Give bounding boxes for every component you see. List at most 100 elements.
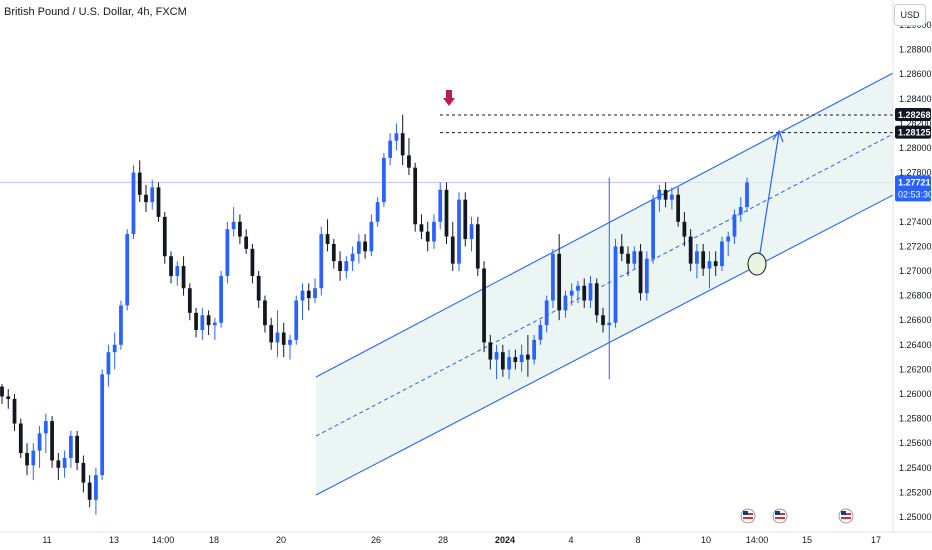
time-tick-label: 8 bbox=[635, 535, 640, 545]
candle bbox=[269, 317, 274, 350]
candle bbox=[720, 236, 724, 271]
candle bbox=[31, 443, 36, 481]
candle bbox=[613, 239, 618, 328]
us-flag-event-icon[interactable] bbox=[838, 508, 854, 524]
candle bbox=[563, 290, 568, 318]
candle bbox=[457, 192, 461, 271]
candle bbox=[119, 300, 123, 350]
candle bbox=[319, 226, 324, 296]
candle bbox=[669, 187, 674, 210]
price-axis[interactable]: 1.25000 1.25200 1.25400 1.25600 1.25800 1.260… bbox=[892, 0, 932, 532]
price-tick-label: 1.25800 bbox=[899, 414, 932, 424]
candle bbox=[75, 430, 80, 471]
candle bbox=[306, 283, 311, 311]
candle bbox=[238, 214, 242, 244]
candle bbox=[131, 165, 136, 240]
candle bbox=[338, 251, 342, 281]
time-tick-label: 14:00 bbox=[152, 535, 175, 545]
candle bbox=[444, 182, 449, 244]
svg-text:1.28125: 1.28125 bbox=[898, 128, 931, 138]
candle bbox=[463, 192, 468, 247]
price-tick-label: 1.26400 bbox=[899, 340, 932, 350]
channel-lower-line bbox=[315, 194, 894, 496]
candle bbox=[619, 234, 624, 262]
arrowhead-icon bbox=[772, 129, 784, 143]
time-tick-label: 17 bbox=[871, 535, 881, 545]
candle bbox=[219, 271, 223, 328]
time-tick-label: 26 bbox=[371, 535, 381, 545]
candle bbox=[300, 283, 305, 321]
price-tick-label: 1.25000 bbox=[899, 512, 932, 522]
candle bbox=[6, 389, 11, 409]
candle bbox=[344, 256, 349, 279]
us-flag-event-icon[interactable] bbox=[740, 508, 756, 524]
candle bbox=[632, 246, 637, 269]
candle bbox=[112, 332, 117, 370]
candle bbox=[500, 344, 505, 377]
price-tick-label: 1.27200 bbox=[899, 241, 932, 251]
candle bbox=[713, 251, 718, 276]
candle bbox=[25, 443, 29, 476]
candle bbox=[363, 234, 367, 259]
candle bbox=[125, 229, 130, 311]
candle bbox=[638, 243, 643, 301]
price-tick-label: 1.28600 bbox=[899, 69, 932, 79]
candle bbox=[12, 394, 17, 431]
candle bbox=[482, 261, 486, 353]
price-tick-label: 1.28200 bbox=[899, 118, 932, 128]
candle bbox=[657, 184, 662, 212]
time-tick-label: 20 bbox=[276, 535, 286, 545]
candle bbox=[100, 369, 105, 481]
candle bbox=[37, 425, 42, 468]
time-tick-label: 14:00 bbox=[746, 535, 769, 545]
candle bbox=[331, 239, 336, 269]
price-tick-label: 1.26800 bbox=[899, 291, 932, 301]
candle bbox=[156, 182, 161, 222]
time-tick-label: 15 bbox=[802, 535, 812, 545]
time-tick-label: 4 bbox=[568, 535, 573, 545]
price-tick-label: 1.27000 bbox=[899, 266, 932, 276]
candle bbox=[62, 450, 67, 478]
candle bbox=[644, 251, 649, 301]
candle bbox=[469, 216, 474, 252]
candle bbox=[738, 197, 743, 222]
candle bbox=[488, 334, 493, 370]
price-tag-level-2: 1.28125 bbox=[895, 125, 931, 139]
candle bbox=[407, 138, 411, 176]
candle bbox=[544, 295, 549, 333]
candle bbox=[94, 467, 98, 515]
candle bbox=[450, 221, 455, 271]
candle bbox=[250, 243, 255, 284]
time-axis[interactable]: 11 13 14:00 18 20 26 28 2024 4 8 10 14:00 15 17 bbox=[0, 531, 932, 545]
candle bbox=[288, 334, 292, 360]
candle bbox=[513, 349, 518, 370]
candle bbox=[325, 219, 330, 252]
price-tick-label: 1.28400 bbox=[899, 94, 932, 104]
chart-title: British Pound / U.S. Dollar, 4h, FXCM bbox=[4, 6, 187, 18]
us-flag-event-icon[interactable] bbox=[772, 508, 788, 524]
candle bbox=[68, 430, 73, 468]
price-tick-label: 1.27800 bbox=[899, 168, 932, 178]
time-tick-label: 11 bbox=[42, 535, 51, 545]
time-tick-label: 18 bbox=[209, 535, 219, 545]
current-price-tag: 1.27721 02:53:30 bbox=[895, 175, 932, 202]
price-tick-label: 1.25400 bbox=[899, 463, 932, 473]
candle bbox=[419, 214, 424, 240]
price-tick-label: 1.28800 bbox=[899, 45, 932, 55]
candle bbox=[169, 251, 173, 284]
candle bbox=[206, 310, 211, 335]
candle bbox=[87, 475, 92, 508]
candle bbox=[356, 234, 361, 264]
candle bbox=[0, 384, 4, 404]
price-tag-level-1: 1.28268 bbox=[895, 108, 931, 122]
price-tick-label: 1.28000 bbox=[899, 143, 932, 153]
candle bbox=[43, 413, 48, 454]
currency-button[interactable]: USD bbox=[894, 4, 926, 26]
candle bbox=[507, 349, 511, 380]
candle bbox=[494, 344, 499, 380]
candle bbox=[519, 344, 524, 372]
price-tick-label: 1.25600 bbox=[899, 438, 932, 448]
candle bbox=[263, 295, 267, 333]
candle bbox=[162, 211, 167, 264]
